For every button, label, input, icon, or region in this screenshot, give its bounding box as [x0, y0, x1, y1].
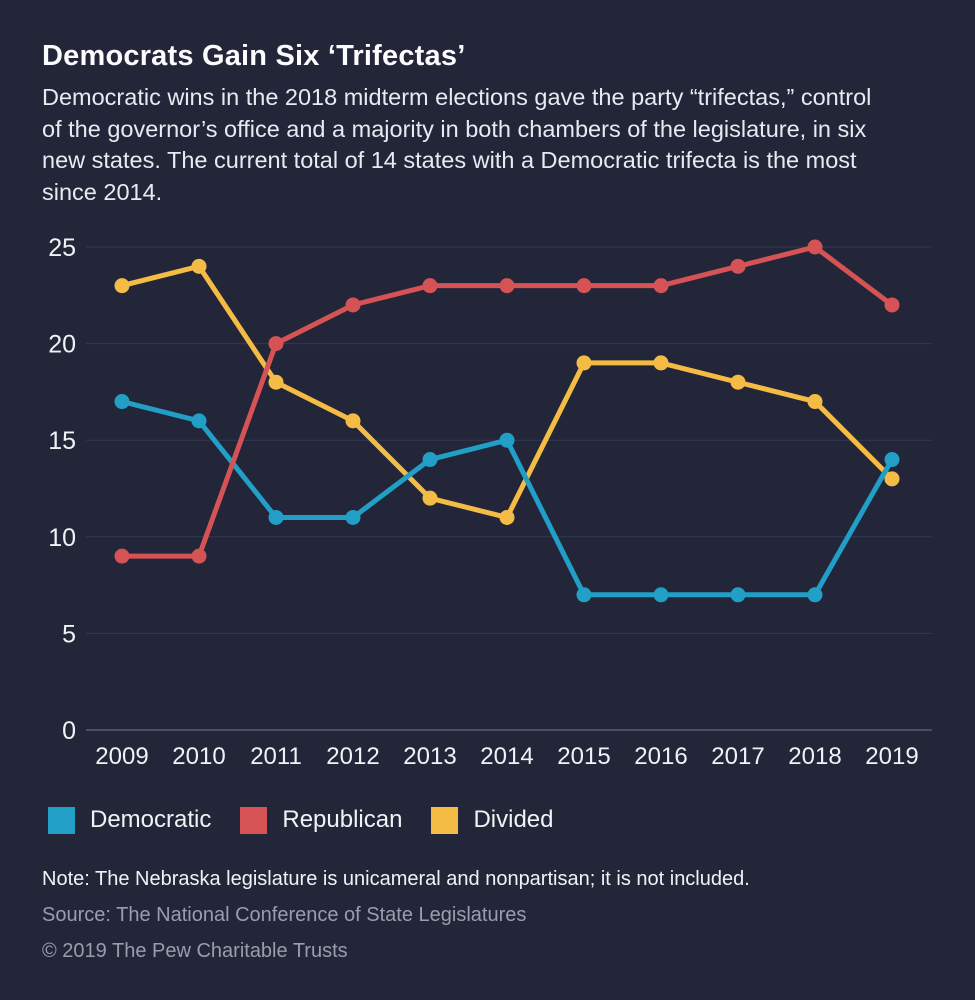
legend-item-republican: Republican	[240, 806, 402, 834]
point-republican-2016	[653, 278, 669, 294]
x-tick-2018: 2018	[788, 743, 841, 770]
point-democratic-2019	[884, 452, 900, 468]
point-divided-2011	[268, 374, 284, 390]
point-republican-2018	[807, 239, 823, 255]
point-divided-2015	[576, 355, 592, 371]
point-republican-2011	[268, 336, 284, 352]
republican-swatch-icon	[240, 806, 268, 834]
x-tick-2019: 2019	[865, 743, 918, 770]
line-republican	[119, 244, 895, 559]
y-tick-20: 20	[48, 331, 76, 359]
point-democratic-2016	[653, 587, 669, 603]
point-democratic-2011	[268, 509, 284, 525]
legend-item-divided: Divided	[431, 806, 554, 834]
point-divided-2019	[884, 471, 900, 487]
divided-swatch-icon	[431, 806, 459, 834]
x-tick-2012: 2012	[326, 743, 379, 770]
legend-item-democratic: Democratic	[48, 806, 211, 834]
point-divided-2017	[730, 374, 746, 390]
point-republican-2010	[191, 548, 207, 564]
point-republican-2013	[422, 278, 438, 294]
line-democratic	[119, 399, 895, 598]
point-divided-2010	[191, 258, 207, 274]
point-democratic-2010	[191, 413, 207, 429]
point-republican-2015	[576, 278, 592, 294]
point-divided-2016	[653, 355, 669, 371]
y-tick-5: 5	[62, 620, 76, 648]
point-democratic-2017	[730, 587, 746, 603]
legend-label-republican: Republican	[282, 806, 403, 833]
point-democratic-2018	[807, 587, 823, 603]
chart-subtitle: Democratic wins in the 2018 midterm elec…	[42, 84, 872, 205]
copyright-line: © 2019 The Pew Charitable Trusts	[42, 940, 348, 962]
chart-title: Democrats Gain Six ‘Trifectas’	[42, 40, 466, 72]
x-tick-2016: 2016	[634, 743, 687, 770]
point-divided-2009	[114, 278, 130, 294]
chart-legend: Democratic Republican Divided	[48, 806, 554, 834]
y-tick-25: 25	[48, 234, 76, 262]
point-republican-2019	[884, 297, 900, 313]
point-divided-2013	[422, 490, 438, 506]
point-democratic-2013	[422, 452, 438, 468]
x-tick-2011: 2011	[250, 743, 302, 770]
point-republican-2017	[730, 258, 746, 274]
legend-label-democratic: Democratic	[90, 806, 212, 833]
line-divided	[119, 263, 895, 520]
democratic-swatch-icon	[48, 806, 75, 834]
x-tick-2015: 2015	[557, 743, 610, 770]
point-divided-2014	[499, 509, 515, 525]
x-tick-2009: 2009	[95, 743, 148, 770]
point-divided-2012	[345, 413, 361, 429]
point-democratic-2015	[576, 587, 592, 603]
point-democratic-2014	[499, 432, 515, 448]
y-tick-10: 10	[48, 524, 76, 552]
point-divided-2018	[807, 394, 823, 410]
point-republican-2012	[345, 297, 361, 313]
x-tick-2014: 2014	[480, 743, 533, 770]
x-tick-2017: 2017	[711, 743, 764, 770]
point-democratic-2009	[114, 394, 130, 410]
footnote: Note: The Nebraska legislature is unicam…	[42, 868, 750, 890]
y-tick-15: 15	[48, 427, 76, 455]
point-democratic-2012	[345, 509, 361, 525]
point-republican-2014	[499, 278, 515, 294]
point-republican-2009	[114, 548, 130, 564]
source-line: Source: The National Conference of State…	[42, 904, 527, 926]
legend-label-divided: Divided	[473, 806, 554, 833]
x-tick-2010: 2010	[172, 743, 225, 770]
y-tick-0: 0	[62, 717, 76, 745]
x-tick-2013: 2013	[403, 743, 456, 770]
